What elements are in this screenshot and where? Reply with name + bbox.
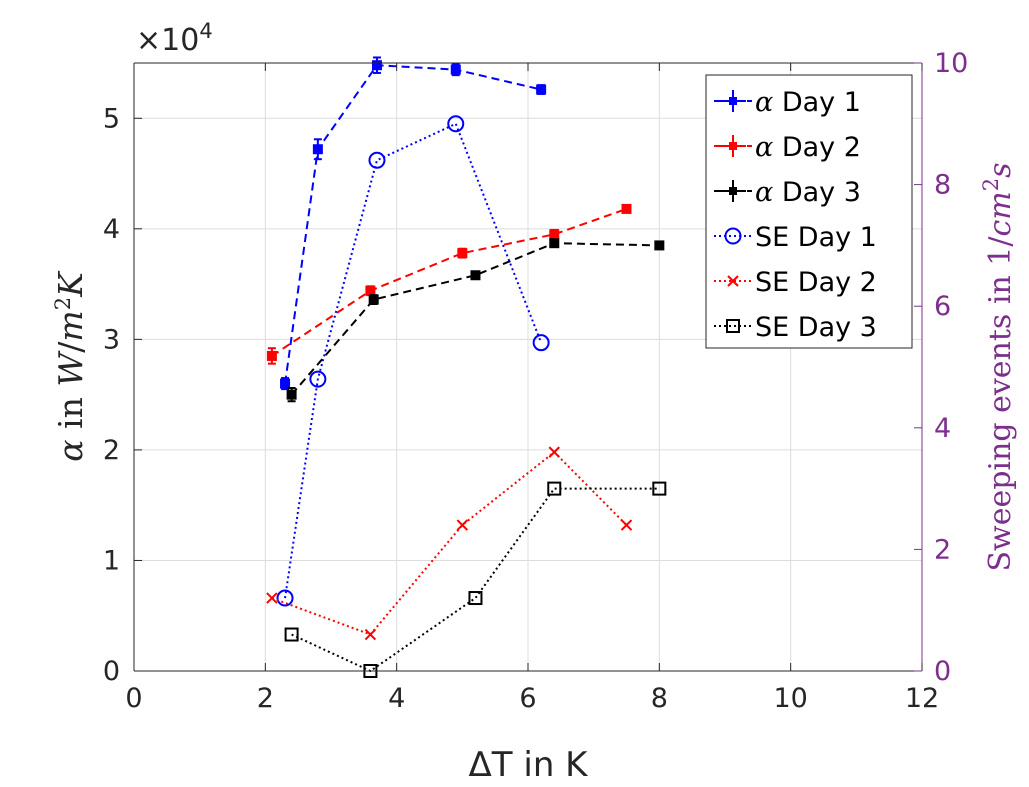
y-tick-label: 2 [103, 435, 120, 466]
y-tick-label: 0 [103, 656, 120, 687]
se-data-point [456, 519, 469, 531]
y-axis-label: α in W/m2K [51, 270, 90, 462]
x-tick-label: 4 [388, 683, 405, 714]
x-tick-label: 12 [905, 683, 939, 714]
alpha-data-point [621, 203, 632, 214]
se-data-point [532, 334, 550, 352]
series-layer [266, 56, 667, 678]
y-tick-label: 1 [103, 545, 120, 576]
y-tick-label: 3 [103, 324, 120, 355]
se-data-point [276, 589, 294, 607]
x-tick-label: 8 [651, 683, 668, 714]
alpha-data-point [280, 378, 291, 389]
legend-marker [729, 187, 737, 195]
alpha-data-point [457, 248, 468, 259]
alpha-data-point [365, 285, 376, 296]
marker-stroke [364, 628, 377, 641]
alpha-data-point [368, 294, 379, 305]
y2-tick-label: 10 [934, 48, 968, 79]
legend-marker [726, 319, 740, 333]
y2-tick-label: 0 [934, 656, 951, 687]
se-data-point [548, 446, 560, 458]
legend-marker [729, 142, 737, 150]
legend-label-greek: α [755, 87, 773, 118]
legend-box [705, 74, 913, 349]
legend-item: SE Day 3 [714, 312, 877, 343]
x-axis-label: ΔT in K [469, 745, 590, 785]
se-data-point [309, 370, 327, 388]
legend-item: SE Day 1 [714, 222, 877, 253]
alpha-series-3 [286, 238, 665, 403]
alpha-data-point [549, 229, 560, 240]
se-series-2 [266, 446, 633, 641]
legend-item: α Day 2 [714, 132, 861, 163]
y2-axis-label: Sweeping events in 1/cm2s [979, 162, 1018, 571]
y2-tick-label: 2 [934, 534, 951, 565]
legend-marker [729, 97, 737, 105]
alpha-data-point [654, 240, 665, 251]
alpha-data-point [266, 350, 277, 361]
legend-marker [724, 227, 742, 245]
legend-label: α Day 1 [755, 87, 861, 118]
se-data-point [368, 151, 386, 169]
legend-label-rest: Day 1 [773, 87, 861, 118]
y-tick-label: 5 [103, 103, 120, 134]
alpha-data-point [470, 270, 481, 281]
marker-stroke [548, 446, 560, 458]
y2-tick-label: 4 [934, 413, 951, 444]
se-series-1 [276, 115, 550, 607]
y2-tick-label: 8 [934, 170, 951, 201]
se-data-point [266, 592, 278, 604]
legend-label-greek: α [755, 132, 773, 163]
alpha-series-line [271, 207, 627, 357]
legend-item: α Day 3 [714, 177, 861, 208]
y-tick-label: 4 [103, 214, 120, 245]
alpha-series-1 [280, 56, 547, 391]
alpha-series-line [290, 242, 660, 396]
legend-label: α Day 3 [755, 177, 861, 208]
axes [133, 62, 923, 672]
se-series-line [271, 450, 628, 636]
legend-marker [727, 275, 739, 287]
alpha-data-point [312, 144, 323, 155]
legend-label-rest: Day 2 [773, 132, 861, 163]
y-exponent-label: ×104 [136, 19, 213, 58]
marker-stroke [266, 592, 278, 604]
x-tick-label: 2 [257, 683, 274, 714]
se-data-point [364, 628, 377, 641]
legend-label: α Day 2 [755, 132, 861, 163]
marker-stroke [727, 275, 739, 287]
legend-item: SE Day 2 [714, 267, 877, 298]
se-data-point [620, 519, 633, 531]
x-tick-label: 0 [125, 683, 142, 714]
se-data-point [468, 591, 483, 606]
se-data-point [652, 481, 667, 496]
alpha-data-point [450, 64, 461, 75]
alpha-data-point [286, 389, 297, 400]
legend-label: SE Day 2 [755, 267, 877, 298]
legend-label-greek: α [755, 177, 773, 208]
x-tick-label: 10 [773, 683, 807, 714]
legend: α Day 1α Day 2α Day 3SE Day 1SE Day 2SE … [705, 74, 913, 349]
legend-item: α Day 1 [714, 87, 861, 118]
legend-label: SE Day 1 [755, 222, 877, 253]
se-data-point [447, 115, 465, 133]
legend-label-rest: Day 3 [773, 177, 861, 208]
alpha-data-point [371, 60, 382, 71]
alpha-data-point [536, 84, 547, 95]
x-tick-label: 6 [519, 683, 536, 714]
marker-stroke [620, 519, 633, 531]
y2-tick-label: 6 [934, 291, 951, 322]
marker-stroke [456, 519, 469, 531]
legend-label: SE Day 3 [755, 312, 877, 343]
se-data-point [284, 627, 299, 642]
se-data-point [547, 481, 562, 496]
alpha-data-point [549, 238, 560, 249]
